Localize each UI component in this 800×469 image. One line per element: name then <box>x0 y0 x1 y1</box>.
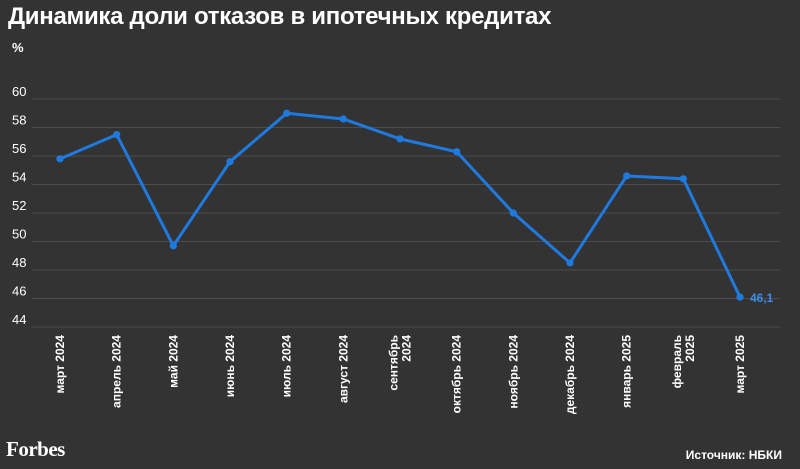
x-tick-text: март 2025 <box>733 335 747 394</box>
x-tick-text: сентябрь <box>387 335 401 391</box>
x-tick-text: февраль <box>670 335 684 388</box>
data-point <box>679 175 687 183</box>
x-tick-text: ноябрь 2024 <box>506 335 520 409</box>
x-tick-text: июнь 2024 <box>223 335 237 398</box>
x-tick-label: октябрь 2024 <box>450 335 464 414</box>
x-tick-label: ноябрь 2024 <box>506 335 520 409</box>
x-tick-label: сентябрь 2024 <box>387 335 414 391</box>
data-point <box>623 172 631 180</box>
data-point <box>113 131 121 139</box>
x-tick-label: март 2024 <box>53 335 67 394</box>
x-tick-label: июнь 2024 <box>223 335 237 398</box>
x-tick-text: 2025 <box>683 335 697 362</box>
data-point <box>283 109 291 117</box>
x-tick-label: февраль 2025 <box>670 335 697 389</box>
x-tick-text: август 2024 <box>336 335 350 403</box>
y-tick-label: 54 <box>12 170 26 185</box>
forbes-logo: Forbes <box>6 437 65 461</box>
data-point <box>509 209 517 217</box>
x-tick-text: 2024 <box>400 335 414 362</box>
y-tick-label: 60 <box>12 84 26 99</box>
y-tick-label: 52 <box>12 198 26 213</box>
y-tick-label: 46 <box>12 284 26 299</box>
y-tick-label: 58 <box>12 113 26 128</box>
y-tick-label: 44 <box>12 312 26 327</box>
y-tick-label: 56 <box>12 141 26 156</box>
y-axis-unit: % <box>12 40 24 55</box>
x-tick-text: май 2024 <box>166 335 180 388</box>
x-tick-text: март 2024 <box>53 335 67 394</box>
data-point <box>453 148 461 156</box>
x-tick-label: март 2025 <box>733 335 747 394</box>
x-tick-label: август 2024 <box>336 335 350 403</box>
x-tick-label: декабрь 2024 <box>563 335 577 414</box>
data-point <box>169 242 177 250</box>
y-tick-label: 48 <box>12 255 26 270</box>
chart-title: Динамика доли отказов в ипотечных кредит… <box>8 3 552 30</box>
x-tick-text: январь 2025 <box>620 335 634 408</box>
source-note: Источник: НБКИ <box>685 448 782 462</box>
data-point <box>226 158 234 166</box>
data-label: 46,1 <box>750 291 774 305</box>
x-tick-label: май 2024 <box>166 335 180 388</box>
data-point <box>736 293 744 301</box>
data-point <box>339 115 347 123</box>
y-tick-label: 50 <box>12 227 26 242</box>
x-tick-label: июль 2024 <box>280 335 294 398</box>
data-point <box>56 155 64 163</box>
x-tick-text: октябрь 2024 <box>450 335 464 414</box>
x-tick-label: январь 2025 <box>620 335 634 408</box>
x-tick-text: июль 2024 <box>280 335 294 398</box>
data-point <box>396 135 404 143</box>
x-tick-label: апрель 2024 <box>110 335 124 408</box>
x-tick-text: декабрь 2024 <box>563 335 577 414</box>
x-tick-text: апрель 2024 <box>110 335 124 408</box>
data-point <box>566 259 574 267</box>
